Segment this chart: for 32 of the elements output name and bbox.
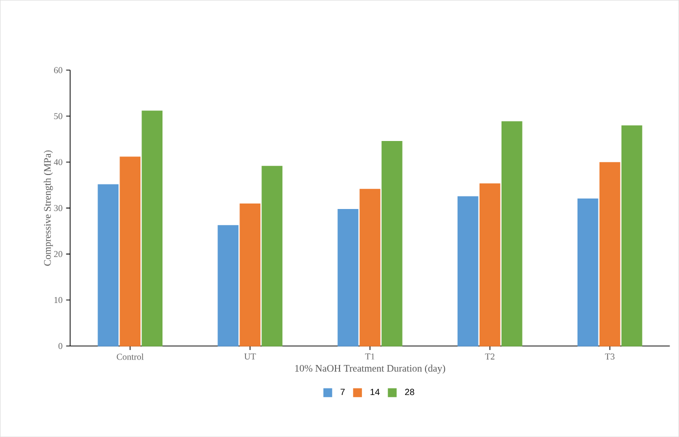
x-tick-label: T3 bbox=[605, 353, 614, 360]
bar bbox=[218, 225, 238, 346]
bar bbox=[360, 188, 380, 346]
bar bbox=[458, 196, 478, 346]
legend-label: 7 bbox=[340, 388, 345, 395]
y-tick-label: 30 bbox=[54, 204, 62, 212]
bar bbox=[382, 140, 402, 346]
bar bbox=[502, 121, 522, 346]
legend-label: 28 bbox=[405, 388, 414, 396]
bar bbox=[98, 184, 119, 346]
y-tick-label: 50 bbox=[54, 113, 62, 120]
bar bbox=[240, 203, 260, 346]
bar bbox=[142, 110, 162, 346]
y-tick-label: 60 bbox=[54, 67, 62, 74]
y-tick-label: 10 bbox=[54, 296, 62, 303]
y-axis-title: Compressive Strength (MPa) bbox=[44, 150, 53, 266]
bar bbox=[338, 208, 358, 346]
bar bbox=[120, 156, 141, 346]
bar bbox=[262, 166, 282, 346]
y-tick-label: 40 bbox=[54, 159, 62, 166]
legend-label: 14 bbox=[370, 388, 380, 395]
x-tick-label: T2 bbox=[485, 353, 494, 360]
y-tick-label: 0 bbox=[58, 342, 62, 349]
y-tick-label: 20 bbox=[54, 250, 62, 258]
x-tick-label: Control bbox=[116, 353, 144, 360]
bar bbox=[577, 198, 598, 346]
bar bbox=[599, 162, 620, 346]
x-axis-title: 10% NaOH Treatment Duration (day) bbox=[295, 364, 446, 374]
x-tick-label: UT bbox=[244, 353, 256, 360]
x-tick-label: T1 bbox=[365, 353, 374, 360]
bar bbox=[621, 125, 642, 346]
bar bbox=[480, 183, 500, 346]
